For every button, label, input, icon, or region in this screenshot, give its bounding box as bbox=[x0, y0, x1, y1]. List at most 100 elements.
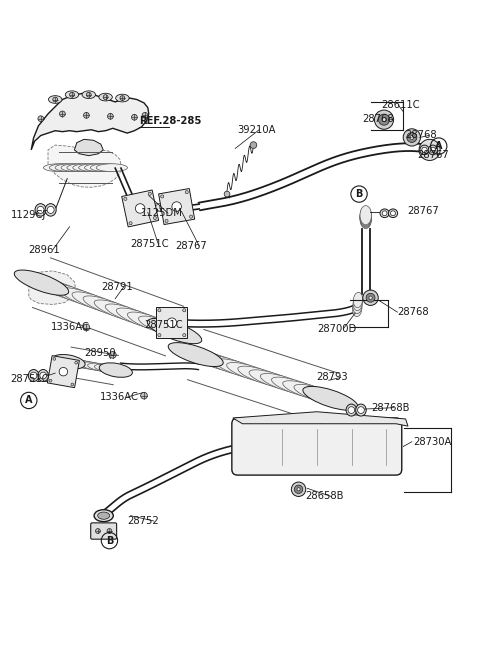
Ellipse shape bbox=[249, 370, 300, 390]
Circle shape bbox=[40, 372, 47, 379]
Text: 28751C: 28751C bbox=[131, 240, 169, 250]
Circle shape bbox=[108, 113, 113, 119]
Circle shape bbox=[366, 293, 375, 302]
Ellipse shape bbox=[360, 208, 372, 227]
Circle shape bbox=[165, 219, 168, 223]
Ellipse shape bbox=[99, 363, 132, 377]
Ellipse shape bbox=[388, 209, 397, 217]
Circle shape bbox=[135, 204, 145, 214]
Ellipse shape bbox=[116, 308, 166, 330]
Text: 28700D: 28700D bbox=[317, 324, 356, 334]
FancyBboxPatch shape bbox=[91, 523, 117, 539]
Ellipse shape bbox=[216, 359, 266, 379]
Circle shape bbox=[129, 221, 132, 225]
Ellipse shape bbox=[204, 355, 254, 376]
Text: 28611C: 28611C bbox=[382, 100, 420, 110]
Text: 28768: 28768 bbox=[362, 114, 394, 124]
Ellipse shape bbox=[54, 357, 83, 366]
Circle shape bbox=[294, 485, 303, 493]
Circle shape bbox=[190, 215, 192, 218]
Circle shape bbox=[141, 392, 147, 399]
Ellipse shape bbox=[428, 145, 437, 155]
Ellipse shape bbox=[294, 384, 344, 405]
Circle shape bbox=[410, 136, 414, 140]
Text: 28768B: 28768B bbox=[371, 403, 409, 413]
Ellipse shape bbox=[147, 318, 202, 344]
Polygon shape bbox=[48, 145, 121, 187]
Text: 28768: 28768 bbox=[406, 130, 437, 141]
Circle shape bbox=[53, 97, 58, 102]
Circle shape bbox=[84, 113, 89, 118]
Circle shape bbox=[297, 488, 300, 491]
Circle shape bbox=[109, 352, 116, 358]
Ellipse shape bbox=[156, 203, 169, 211]
Ellipse shape bbox=[272, 377, 322, 398]
Circle shape bbox=[422, 147, 427, 153]
Ellipse shape bbox=[360, 210, 372, 229]
Circle shape bbox=[37, 206, 44, 214]
Ellipse shape bbox=[35, 204, 46, 216]
Text: 1336AC: 1336AC bbox=[50, 322, 89, 333]
Circle shape bbox=[348, 407, 355, 413]
Ellipse shape bbox=[152, 204, 165, 212]
Ellipse shape bbox=[128, 312, 177, 334]
Ellipse shape bbox=[99, 93, 112, 101]
Ellipse shape bbox=[356, 404, 366, 416]
Circle shape bbox=[83, 324, 90, 331]
Ellipse shape bbox=[353, 298, 362, 314]
Circle shape bbox=[60, 111, 65, 117]
Ellipse shape bbox=[43, 164, 75, 172]
Ellipse shape bbox=[84, 164, 116, 172]
Ellipse shape bbox=[139, 316, 188, 338]
Ellipse shape bbox=[283, 381, 333, 402]
Text: 28751C: 28751C bbox=[11, 374, 49, 384]
Circle shape bbox=[167, 318, 177, 328]
Text: 28793: 28793 bbox=[316, 373, 348, 383]
FancyBboxPatch shape bbox=[232, 418, 402, 475]
Text: A: A bbox=[25, 396, 33, 405]
Circle shape bbox=[124, 197, 127, 200]
Circle shape bbox=[71, 383, 74, 386]
Ellipse shape bbox=[50, 284, 100, 306]
Circle shape bbox=[38, 116, 44, 122]
Ellipse shape bbox=[96, 164, 128, 172]
Ellipse shape bbox=[74, 361, 104, 370]
Ellipse shape bbox=[82, 91, 96, 98]
Polygon shape bbox=[122, 190, 158, 227]
Ellipse shape bbox=[98, 512, 109, 519]
Polygon shape bbox=[74, 140, 103, 156]
Text: 28767: 28767 bbox=[418, 150, 449, 160]
Circle shape bbox=[391, 211, 396, 215]
Circle shape bbox=[250, 141, 257, 149]
Ellipse shape bbox=[159, 203, 173, 211]
Ellipse shape bbox=[94, 300, 144, 322]
Circle shape bbox=[49, 379, 52, 382]
Circle shape bbox=[378, 114, 390, 125]
Circle shape bbox=[419, 140, 440, 160]
Ellipse shape bbox=[67, 164, 98, 172]
Ellipse shape bbox=[28, 276, 77, 297]
Circle shape bbox=[120, 96, 125, 100]
Text: 28767: 28767 bbox=[175, 241, 207, 251]
Text: 28791: 28791 bbox=[101, 282, 132, 291]
Ellipse shape bbox=[61, 288, 111, 310]
Circle shape bbox=[183, 333, 186, 337]
Circle shape bbox=[369, 296, 372, 299]
Ellipse shape bbox=[360, 206, 372, 225]
Text: 28950: 28950 bbox=[84, 348, 116, 358]
Ellipse shape bbox=[353, 301, 362, 316]
Text: 1336AC: 1336AC bbox=[100, 392, 139, 402]
Circle shape bbox=[142, 113, 148, 118]
Ellipse shape bbox=[420, 145, 429, 155]
Text: 28752: 28752 bbox=[127, 516, 159, 526]
Text: 28658B: 28658B bbox=[305, 491, 343, 502]
Text: REF.28-285: REF.28-285 bbox=[139, 116, 202, 126]
Ellipse shape bbox=[73, 164, 104, 172]
Circle shape bbox=[291, 482, 306, 496]
Circle shape bbox=[374, 110, 394, 129]
Ellipse shape bbox=[227, 362, 277, 383]
Circle shape bbox=[59, 367, 68, 376]
Polygon shape bbox=[233, 412, 408, 426]
Circle shape bbox=[103, 95, 108, 100]
Circle shape bbox=[363, 290, 378, 305]
